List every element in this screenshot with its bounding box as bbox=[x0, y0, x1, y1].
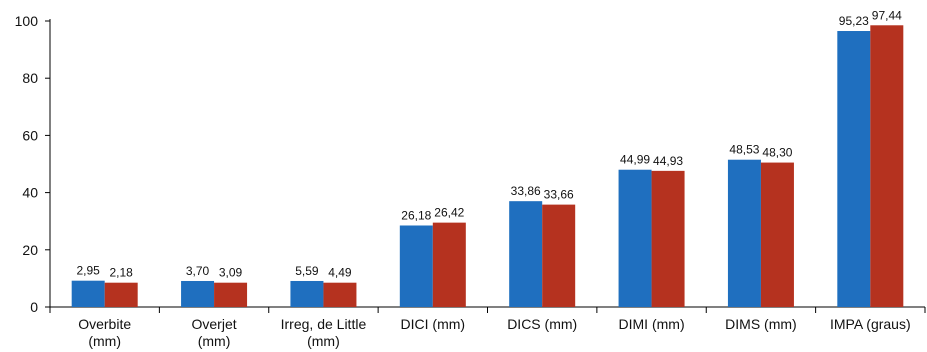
bar bbox=[870, 25, 904, 307]
data-label: 4,49 bbox=[328, 266, 352, 280]
y-axis: 0 20 40 60 80 100 bbox=[15, 13, 51, 315]
category-label: IMPA (graus) bbox=[830, 316, 911, 332]
y-tick-label: 60 bbox=[22, 127, 38, 143]
category-label: Overbite (mm) bbox=[78, 316, 131, 349]
bar bbox=[651, 170, 685, 307]
bar bbox=[214, 282, 248, 307]
bar bbox=[542, 204, 576, 307]
category-label: DIMS (mm) bbox=[725, 316, 797, 332]
category-label: Irreg, de Little (mm) bbox=[281, 316, 367, 349]
y-tick-label: 40 bbox=[22, 185, 38, 201]
bar bbox=[290, 280, 324, 307]
y-tick-label: 80 bbox=[22, 70, 38, 86]
bar bbox=[71, 280, 105, 307]
data-label: 26,18 bbox=[401, 208, 431, 222]
x-axis bbox=[49, 306, 926, 313]
bar bbox=[399, 225, 433, 307]
data-label: 2,18 bbox=[110, 266, 134, 280]
data-label: 97,44 bbox=[872, 8, 902, 22]
data-label: 33,66 bbox=[544, 188, 574, 202]
y-tick-label: 100 bbox=[15, 13, 39, 29]
data-labels: 2,95 2,18 3,70 3,09 5,59 4,49 26,18 26,42 33,86 3… bbox=[77, 8, 903, 279]
bar bbox=[181, 280, 215, 307]
bar bbox=[104, 282, 138, 307]
data-label: 5,59 bbox=[295, 264, 319, 278]
data-label: 44,93 bbox=[653, 154, 683, 168]
data-label: 48,53 bbox=[729, 143, 759, 157]
data-label: 48,30 bbox=[762, 146, 792, 160]
bar bbox=[760, 162, 794, 307]
category-label: Overjet (mm) bbox=[192, 316, 237, 349]
bar bbox=[618, 169, 652, 307]
data-label: 44,99 bbox=[620, 153, 650, 167]
data-label: 3,70 bbox=[186, 264, 210, 278]
category-label: DICI (mm) bbox=[401, 316, 466, 332]
category-label: DIMI (mm) bbox=[619, 316, 685, 332]
bar bbox=[323, 282, 357, 307]
data-label: 33,86 bbox=[511, 184, 541, 198]
data-label: 3,09 bbox=[219, 266, 243, 280]
data-label: 26,42 bbox=[434, 206, 464, 220]
bar bbox=[727, 159, 761, 307]
data-label: 95,23 bbox=[839, 14, 869, 28]
bar bbox=[509, 201, 543, 307]
category-label: DICS (mm) bbox=[507, 316, 577, 332]
y-tick-label: 20 bbox=[22, 242, 38, 258]
data-label: 2,95 bbox=[77, 264, 101, 278]
y-tick-label: 0 bbox=[30, 299, 38, 315]
bar bbox=[432, 222, 466, 307]
bars bbox=[71, 25, 904, 307]
category-labels: Overbite (mm) Overjet (mm) Irreg, de Little(… bbox=[78, 316, 910, 349]
bar bbox=[837, 31, 871, 307]
